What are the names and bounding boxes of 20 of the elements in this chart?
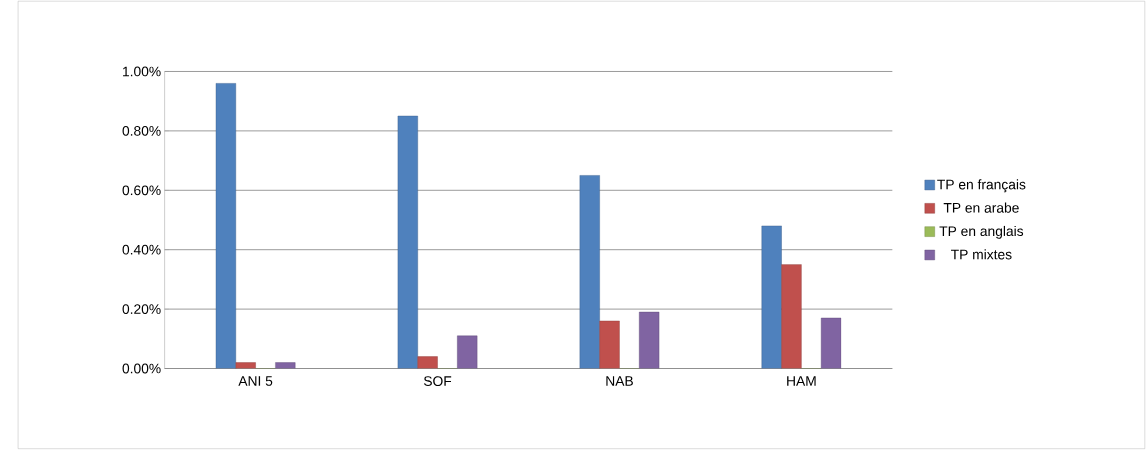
legend-label: TP mixtes bbox=[951, 249, 1012, 260]
bar bbox=[397, 115, 418, 369]
legend-label: TP en arabe bbox=[943, 202, 1019, 213]
bar bbox=[579, 175, 600, 369]
bar bbox=[215, 83, 236, 369]
y-tick-label: 1.00% bbox=[123, 66, 161, 77]
legend-label: TP en français bbox=[937, 179, 1026, 193]
y-tick-label: 0.00% bbox=[122, 363, 161, 374]
x-tick-label: SOF bbox=[423, 376, 452, 387]
bar bbox=[761, 225, 782, 369]
y-tick-label: 0.40% bbox=[122, 244, 161, 255]
x-tick-label: ANI 5 bbox=[238, 376, 273, 386]
y-tick-label: 0.60% bbox=[122, 185, 161, 196]
x-tick-label: NAB bbox=[606, 376, 633, 386]
bar bbox=[599, 320, 620, 369]
y-tick-label: 0.20% bbox=[122, 304, 161, 315]
x-tick-label: HAM bbox=[787, 376, 816, 386]
bar bbox=[781, 264, 802, 369]
legend-label: TP en anglais bbox=[939, 225, 1024, 239]
y-tick-label: 0.80% bbox=[122, 126, 161, 136]
